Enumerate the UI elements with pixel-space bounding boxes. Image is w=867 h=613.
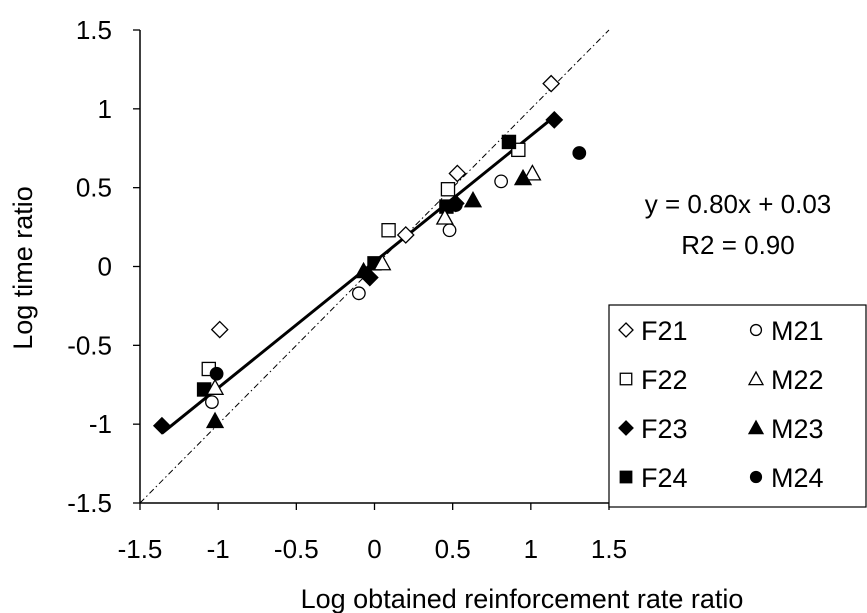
x-tick-label: 1 [524,534,538,564]
data-point-m21 [351,286,366,301]
legend-label-m23: M23 [771,414,824,444]
y-axis-label: Log time ratio [8,186,38,350]
data-point-m23 [354,261,373,279]
data-point-f21 [396,226,415,244]
legend-marker-m24 [749,470,763,484]
axes: -1.5 -1 -0.5 0 0.5 1 1.5 -1.5 -1 -0.5 0 0.5 1 1.5 [67,15,627,564]
legend-marker-m23 [747,419,765,435]
data-point-f22 [440,182,456,197]
legend-box [608,304,867,508]
data-point-f21 [542,74,561,93]
data-points [152,74,587,435]
data-point-f21 [210,320,229,339]
x-axis-label: Log obtained reinforcement rate ratio [301,584,744,613]
data-point-m22 [435,208,454,225]
legend-marker-f24 [619,470,633,484]
y-tick-label: 1.5 [76,15,112,45]
x-tick-label: 0 [367,534,381,564]
legend-label-m21: M21 [771,316,824,346]
legend-marker-f22 [619,372,633,386]
legend-marker-m22 [747,370,765,386]
y-tick-label: 0 [98,252,112,282]
data-point-m23 [513,168,533,186]
legend-label-f23: F23 [641,414,688,444]
data-point-m21 [494,174,509,189]
data-point-m22 [523,164,542,181]
x-tick-label: -1.5 [118,534,163,564]
y-tick-label: -1.5 [67,488,112,518]
data-point-m24 [209,366,224,381]
y-tick-label: -1 [89,409,112,439]
legend-label-m22: M22 [771,365,824,395]
data-point-f24 [501,134,517,150]
data-point-f22 [381,223,396,238]
legend-label-f21: F21 [641,316,688,346]
y-tick-label: 1 [98,94,112,124]
data-point-m23 [205,411,225,429]
data-point-m21 [205,395,219,409]
y-tick-label: -0.5 [67,330,112,360]
data-point-m23 [463,190,483,208]
equation-annotation: y = 0.80x + 0.03 [645,189,831,219]
r-squared-annotation: R2 = 0.90 [681,230,794,260]
data-point-m24 [448,198,463,212]
legend-marker-f21 [618,322,634,338]
data-point-m22 [205,378,225,395]
data-point-m22 [373,254,392,271]
legend-label-f22: F22 [641,365,688,395]
legend-marker-m21 [749,323,763,337]
data-point-m21 [442,223,457,238]
x-tick-label: -0.5 [274,534,319,564]
x-tick-label: 1.5 [591,534,627,564]
legend-marker-f23 [618,420,634,436]
x-tick-label: -1 [207,534,230,564]
y-tick-label: 0.5 [76,173,112,203]
legend: F21 F22 F23 F24 M21 M22 M23 M24 [608,304,867,508]
data-point-f23 [152,416,171,435]
x-tick-label: 0.5 [435,534,471,564]
data-point-m24 [572,146,587,160]
legend-label-m24: M24 [771,463,824,493]
data-point-f21 [448,164,467,183]
legend-label-f24: F24 [641,463,688,493]
data-point-f23 [545,110,564,129]
